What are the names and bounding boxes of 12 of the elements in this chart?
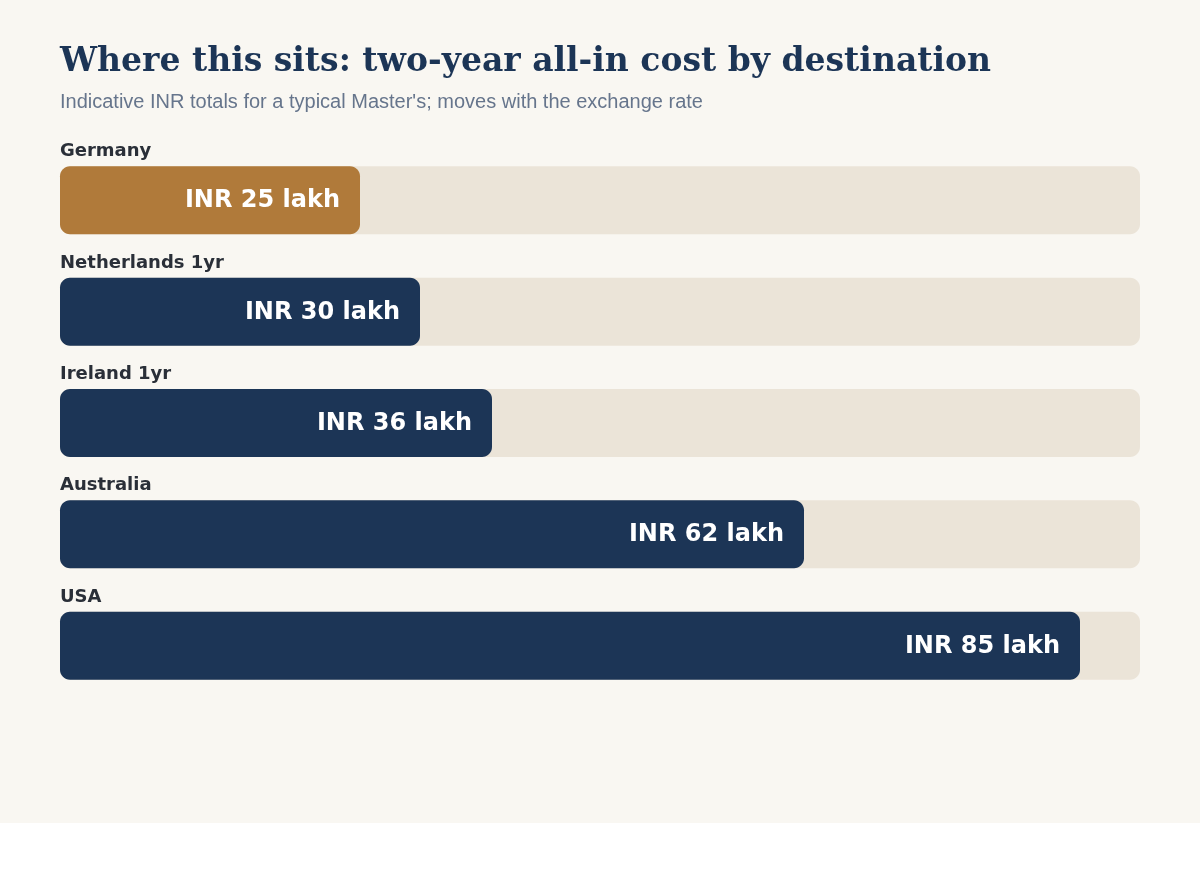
y-tick-label: Australia <box>60 473 152 495</box>
data-label: INR 25 lakh <box>184 185 340 214</box>
data-label: INR 85 lakh <box>904 630 1060 659</box>
chart-title: Where this sits: two-year all-in cost by destination <box>59 40 992 80</box>
y-tick-label: Netherlands 1yr <box>60 250 225 272</box>
data-label: INR 62 lakh <box>628 519 784 548</box>
y-tick-label: Germany <box>60 139 152 161</box>
y-tick-label: USA <box>60 584 102 606</box>
data-label: INR 36 lakh <box>316 408 472 436</box>
data-label: INR 30 lakh <box>244 296 400 325</box>
chart-subtitle: Indicative INR totals for a typical Master's; moves with the exchange rate <box>60 90 703 113</box>
y-tick-label: Ireland 1yr <box>60 362 172 383</box>
